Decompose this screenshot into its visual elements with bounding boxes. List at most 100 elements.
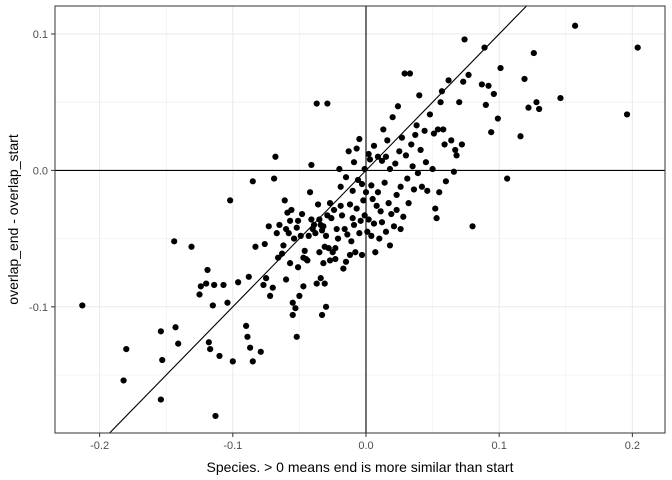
data-point [341,225,348,233]
data-point [366,156,374,163]
data-point [314,201,322,208]
axis-ticks: -0.2 -0.1 0.0 0.1 0.2 -0.1 0.0 0.1 [29,29,640,452]
data-point [364,228,371,235]
x-tick-label: 0.0 [358,440,373,452]
data-point [485,82,492,89]
data-point [418,183,426,190]
data-point [216,352,223,360]
data-point [365,216,372,223]
data-point [289,299,296,306]
data-point [348,238,355,245]
data-point [294,264,302,271]
data-point [368,232,375,239]
data-point [432,205,439,212]
data-point [197,283,204,290]
data-point [433,215,440,222]
data-point [342,174,350,181]
data-point [318,311,326,319]
data-point [386,165,394,173]
data-point [533,99,540,106]
data-point [536,105,543,113]
data-point [325,245,332,252]
data-point [394,103,402,110]
data-point [380,126,387,133]
data-point [306,189,314,196]
data-point [381,179,388,186]
data-point [494,115,501,122]
data-point [257,348,264,355]
data-point [274,254,282,261]
data-point [290,235,298,242]
data-point [172,324,179,331]
data-point [157,396,164,403]
data-point [413,122,420,129]
data-point [265,223,272,230]
data-point [224,299,231,306]
data-point [300,283,307,290]
data-point [293,333,300,340]
data-point [245,273,252,280]
data-point [321,280,328,287]
data-point [525,104,532,111]
data-point [326,257,334,264]
data-point [316,249,323,256]
data-point [410,186,418,193]
data-point [623,111,631,118]
data-point [458,141,465,148]
data-point [557,94,564,102]
data-point [369,195,376,203]
data-point [374,189,382,196]
data-point [344,231,351,238]
data-point [406,70,414,77]
data-point [320,260,327,267]
data-point [384,137,391,144]
y-tick-label: 0.1 [33,29,48,41]
data-point [405,200,412,207]
data-point [326,200,334,207]
data-point [397,183,404,190]
data-point [322,232,330,239]
data-point [313,100,320,107]
data-point [373,202,380,209]
data-point [263,275,270,282]
data-point [273,230,280,237]
data-point [171,238,178,245]
data-point [448,137,455,144]
data-point [159,356,166,364]
data-point [175,340,182,347]
data-point [456,99,463,106]
data-point [412,131,419,139]
data-point [377,208,384,215]
data-point [261,240,268,248]
data-point [465,71,472,78]
data-point [285,230,292,237]
data-point [320,223,327,230]
data-point [352,249,359,256]
data-point [282,276,290,283]
data-point [332,245,339,252]
data-point [422,159,430,166]
data-point [293,224,300,231]
panel-border [54,5,666,434]
data-point [196,291,203,298]
data-point [252,243,259,250]
data-point [349,215,356,222]
data-point [305,232,312,239]
data-point [249,178,256,185]
data-point [276,221,283,229]
x-axis-title: Species. > 0 means end is more similar t… [207,459,514,475]
data-point [358,180,366,188]
data-point [353,145,360,152]
data-point [308,161,315,169]
data-point [203,280,210,287]
data-point [404,175,411,182]
data-point [288,206,295,214]
data-point [357,217,364,224]
data-point [461,36,468,43]
data-point [211,281,218,289]
data-point [350,221,358,229]
data-point [397,225,404,233]
data-point [336,165,343,173]
data-point [350,159,358,166]
data-point [488,129,495,136]
